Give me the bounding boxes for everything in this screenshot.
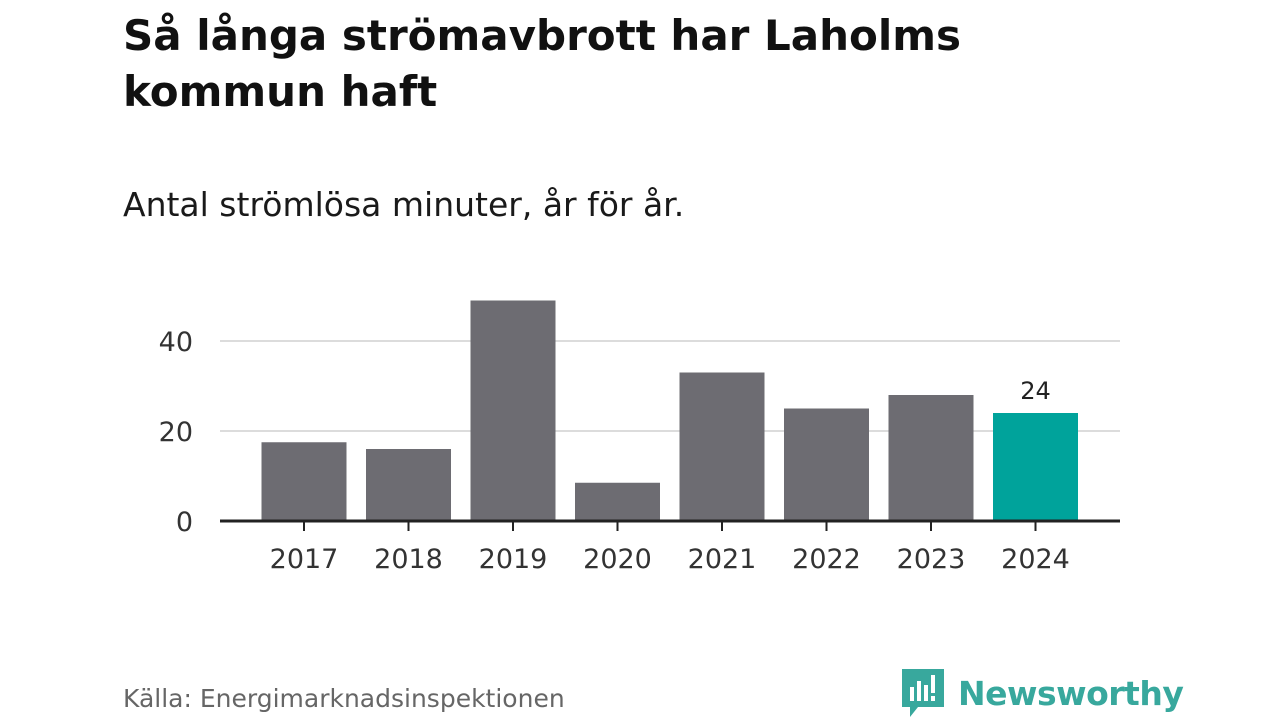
bar-2024	[993, 413, 1078, 521]
y-tick-label: 0	[176, 507, 193, 538]
x-tick-label: 2021	[688, 544, 757, 575]
newsworthy-logo-icon	[902, 669, 944, 717]
x-tick-label: 2023	[897, 544, 966, 575]
bar-chart: 0 20 40 2017 2018 2019 2020 2021 2022 2023 2024 24	[159, 300, 1120, 575]
bar-2018	[366, 449, 451, 521]
bar-2017	[261, 442, 347, 521]
x-tick-label: 2022	[792, 544, 861, 575]
data-label: 24	[1020, 377, 1051, 405]
y-tick-label: 20	[159, 417, 193, 448]
chart-title: Så långa strömavbrott har Laholms kommun…	[123, 11, 962, 116]
x-tick-label: 2017	[270, 544, 339, 575]
bar-2023	[888, 395, 974, 521]
bar-2019	[470, 300, 556, 521]
x-tick-label: 2020	[583, 544, 652, 575]
chart-subtitle: Antal strömlösa minuter, år för år.	[123, 185, 685, 224]
x-tick-label: 2019	[479, 544, 548, 575]
bar-2021	[679, 372, 765, 521]
x-tick-label: 2024	[1001, 544, 1070, 575]
source-note: Källa: Energimarknadsinspektionen	[123, 684, 565, 713]
x-tick-label: 2018	[374, 544, 443, 575]
bar-2020	[575, 482, 660, 521]
brand-logo: Newsworthy	[902, 669, 1184, 717]
bar-2022	[784, 408, 869, 521]
y-tick-label: 40	[159, 327, 193, 358]
brand-name: Newsworthy	[958, 673, 1184, 713]
